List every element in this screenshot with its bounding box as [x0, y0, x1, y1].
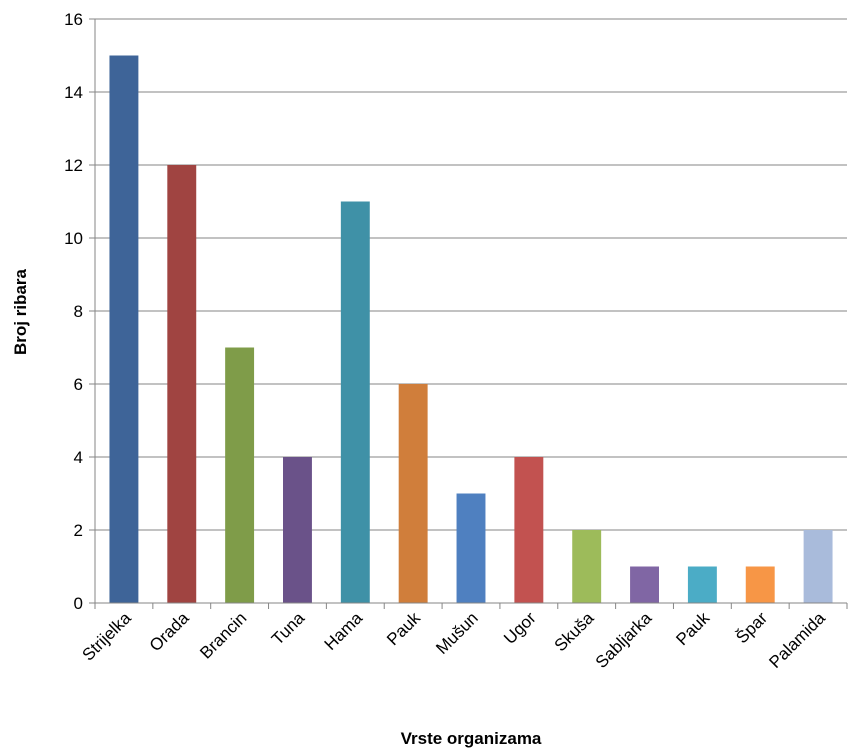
- y-tick-label: 8: [74, 302, 83, 321]
- x-tick-label: Hama: [321, 608, 367, 654]
- bar-10: [630, 566, 659, 603]
- x-tick-label: Palamida: [765, 608, 829, 672]
- y-tick-label: 14: [64, 83, 83, 102]
- y-tick-label: 16: [64, 10, 83, 29]
- bar-6: [398, 384, 428, 603]
- gridlines: [95, 18, 847, 531]
- y-tick-label: 6: [74, 375, 83, 394]
- y-tick-label: 0: [74, 594, 83, 613]
- bars: [109, 55, 833, 603]
- x-axis-title: Vrste organizama: [401, 729, 542, 748]
- x-tick-label: Špar: [732, 608, 771, 647]
- bar-13: [803, 530, 833, 603]
- bar-5: [340, 201, 370, 603]
- y-tick-labels: 0 2 4 6 8 10 12 14 16: [64, 10, 83, 613]
- y-axis-title: Broj ribara: [11, 268, 30, 355]
- x-tick-label: Tuna: [268, 608, 309, 649]
- x-tick-label: Pauk: [672, 608, 713, 649]
- bar-4: [283, 457, 312, 603]
- y-tick-label: 2: [74, 521, 83, 540]
- y-tick-label: 4: [74, 448, 83, 467]
- bar-1: [109, 55, 139, 603]
- y-tick-label: 10: [64, 229, 83, 248]
- x-tick-label: Skuša: [551, 608, 598, 655]
- x-tick-label: Orada: [146, 608, 193, 655]
- bar-7: [456, 493, 486, 603]
- bar-9: [572, 530, 602, 603]
- bar-8: [514, 457, 544, 603]
- x-tick-label: Mušun: [432, 608, 482, 658]
- x-tick-label: Strijelka: [79, 608, 136, 665]
- bar-3: [225, 347, 255, 603]
- x-tick-labels: Strijelka Orada Brancin Tuna Hama Pauk Mušun Ug…: [79, 608, 830, 672]
- axes: [89, 18, 848, 609]
- bar-12: [745, 566, 775, 603]
- x-tick-label: Brancin: [196, 608, 250, 662]
- bar-2: [167, 165, 197, 603]
- bar-11: [687, 566, 717, 603]
- y-tick-label: 12: [64, 156, 83, 175]
- x-tick-label: Sabljarka: [592, 608, 656, 672]
- x-tick-label: Ugor: [500, 608, 540, 648]
- x-tick-label: Pauk: [383, 608, 424, 649]
